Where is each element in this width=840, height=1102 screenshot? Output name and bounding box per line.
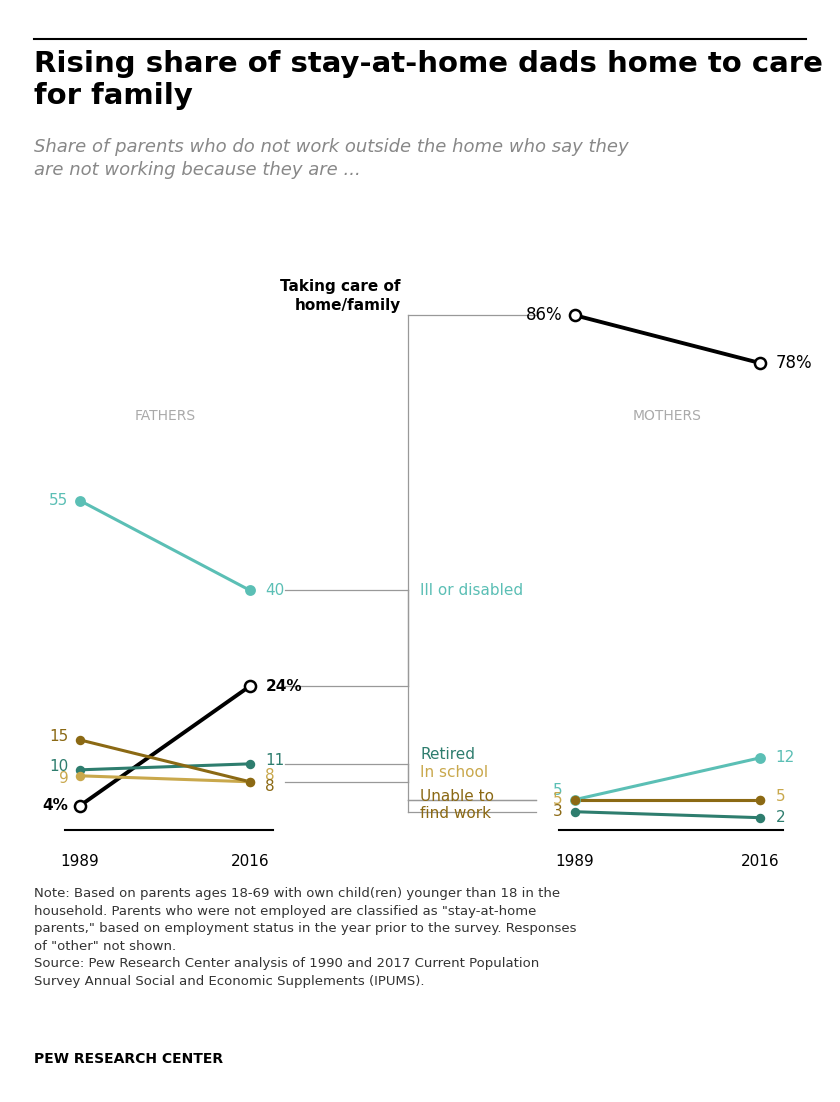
Text: 1989: 1989: [60, 854, 99, 868]
Text: 2016: 2016: [231, 854, 270, 868]
Text: 1989: 1989: [555, 854, 594, 868]
Text: Unable to
find work: Unable to find work: [420, 789, 494, 821]
Text: 12: 12: [775, 750, 795, 766]
Text: 5: 5: [554, 784, 563, 798]
Text: 8: 8: [265, 768, 275, 784]
Text: Ill or disabled: Ill or disabled: [420, 583, 523, 598]
Text: 24%: 24%: [265, 679, 302, 693]
Text: PEW RESEARCH CENTER: PEW RESEARCH CENTER: [34, 1052, 223, 1067]
Text: 4%: 4%: [43, 798, 68, 813]
Text: 86%: 86%: [527, 306, 563, 324]
Text: Note: Based on parents ages 18-69 with own child(ren) younger than 18 in the
hou: Note: Based on parents ages 18-69 with o…: [34, 887, 576, 987]
Text: MOTHERS: MOTHERS: [633, 409, 701, 423]
Text: Taking care of
home/family: Taking care of home/family: [281, 279, 401, 313]
Text: 40: 40: [265, 583, 285, 598]
Text: FATHERS: FATHERS: [134, 409, 196, 423]
Text: 5: 5: [554, 792, 563, 808]
Text: 9: 9: [59, 771, 68, 787]
Text: 55: 55: [49, 493, 68, 508]
Text: Rising share of stay-at-home dads home to care
for family: Rising share of stay-at-home dads home t…: [34, 50, 822, 110]
Text: 11: 11: [265, 754, 285, 768]
Text: 10: 10: [49, 759, 68, 775]
Text: 8: 8: [265, 779, 275, 795]
Text: 78%: 78%: [775, 354, 812, 372]
Text: 5: 5: [775, 789, 785, 804]
Text: 2016: 2016: [741, 854, 780, 868]
Text: In school: In school: [420, 765, 488, 780]
Text: Retired: Retired: [420, 747, 475, 763]
Text: 3: 3: [554, 804, 563, 819]
Text: 2: 2: [775, 810, 785, 825]
Text: 15: 15: [49, 730, 68, 745]
Text: Share of parents who do not work outside the home who say they
are not working b: Share of parents who do not work outside…: [34, 138, 628, 180]
